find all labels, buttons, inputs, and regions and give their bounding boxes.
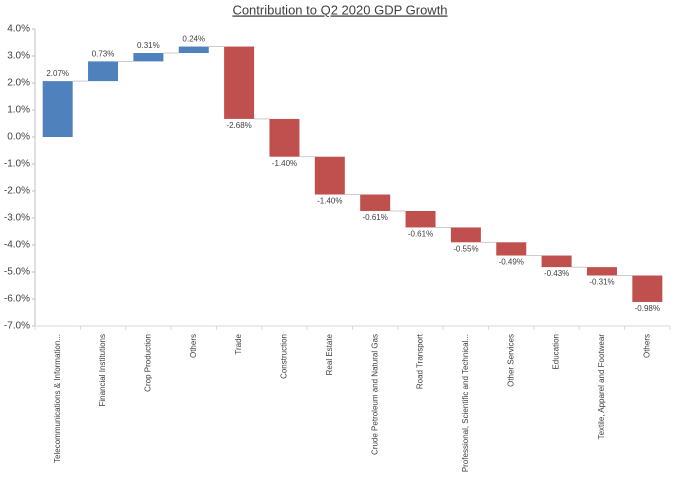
bar (88, 61, 119, 82)
y-tick-label: 1.0% (7, 105, 30, 116)
y-tick-label: -1.0% (4, 159, 30, 170)
y-tick-label: 4.0% (7, 24, 30, 35)
bar (178, 46, 209, 54)
value-label: -0.61% (362, 213, 387, 222)
x-tick-label: Financial Institutions (98, 334, 107, 406)
value-label: -0.49% (499, 258, 524, 267)
x-tick-label: Textile, Apparel and Footwear (597, 334, 606, 440)
x-tick-label: Road Transport (416, 333, 425, 389)
x-tick-label: Other Services (506, 334, 515, 387)
bar (586, 267, 617, 276)
value-label: -0.98% (635, 304, 660, 313)
x-tick-label: Crude Petroleum and Natural Gas (370, 334, 379, 455)
value-label: 0.31% (137, 41, 160, 50)
y-tick-label: -7.0% (4, 321, 30, 332)
y-tick-label: 0.0% (7, 132, 30, 143)
value-label: -0.55% (453, 244, 478, 253)
bar (42, 81, 73, 137)
value-label: -0.61% (408, 230, 433, 239)
x-tick-label: Crop Production (144, 334, 153, 392)
y-tick-label: 3.0% (7, 51, 30, 62)
chart-title: Contribution to Q2 2020 GDP Growth (232, 2, 447, 17)
x-tick-label: Real Estate (325, 333, 334, 375)
value-label: -0.31% (589, 278, 614, 287)
y-tick-label: -2.0% (4, 186, 30, 197)
bar (360, 194, 391, 211)
x-tick-label: Construction (280, 334, 289, 379)
x-tick-label: Telecommunications & Information... (53, 334, 62, 463)
value-label: -1.40% (317, 197, 342, 206)
bar (269, 118, 300, 157)
bar (314, 156, 345, 195)
value-label: -0.43% (544, 269, 569, 278)
y-tick-label: 2.0% (7, 78, 30, 89)
value-label: 2.07% (46, 69, 69, 78)
x-tick-label: Professional, Scientific and Technical..… (461, 334, 470, 472)
y-tick-label: -3.0% (4, 213, 30, 224)
y-tick-label: -4.0% (4, 240, 30, 251)
x-tick-label: Education (552, 334, 561, 370)
value-label: 0.24% (182, 35, 205, 44)
value-label: 0.73% (92, 50, 115, 59)
bar (450, 227, 481, 243)
value-label: -1.40% (272, 159, 297, 168)
bar (496, 242, 527, 256)
bar (541, 255, 572, 268)
y-tick-label: -5.0% (4, 267, 30, 278)
value-label: -2.68% (226, 121, 251, 130)
y-tick-label: -6.0% (4, 294, 30, 305)
x-tick-label: Others (189, 334, 198, 358)
x-tick-label: Trade (234, 333, 243, 354)
bar (133, 53, 164, 62)
bar (632, 275, 663, 302)
bar (405, 210, 436, 228)
x-tick-label: Others (642, 334, 651, 358)
bar (224, 46, 255, 119)
